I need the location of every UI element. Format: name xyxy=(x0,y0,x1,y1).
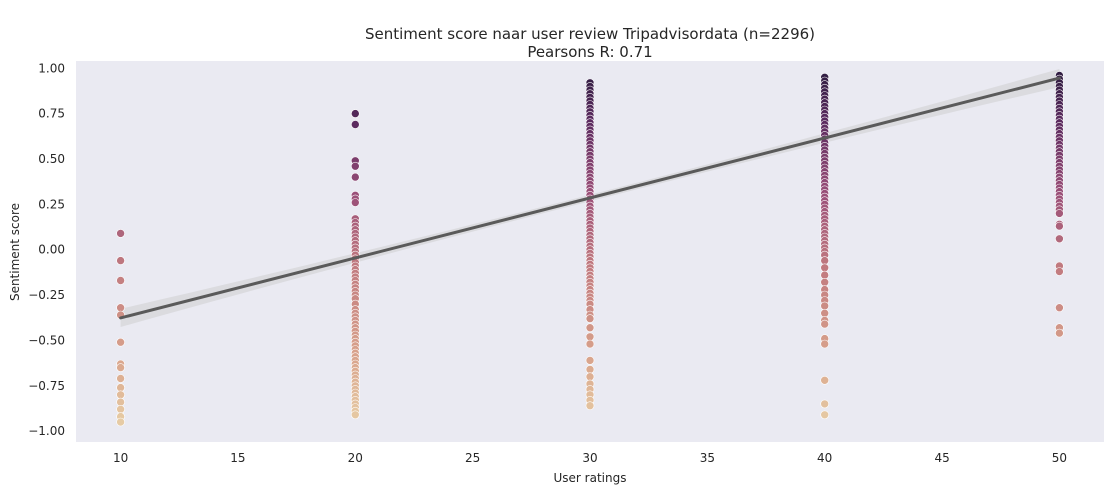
data-point xyxy=(116,404,125,414)
y-axis-ticks: 1.00 0.75 0.50 0.25 0.00 −0.25 −0.50 −0.75 −1.00 xyxy=(28,61,65,438)
data-point xyxy=(1055,221,1064,231)
data-point xyxy=(820,301,830,311)
data-point xyxy=(820,308,830,318)
x-tick-label: 50 xyxy=(1052,451,1067,465)
data-point xyxy=(116,303,125,313)
data-point xyxy=(116,374,125,383)
data-point xyxy=(820,263,830,273)
data-point xyxy=(1055,303,1064,313)
data-point xyxy=(116,397,125,407)
data-point xyxy=(116,417,125,427)
chart-title: Sentiment score naar user review Tripadv… xyxy=(365,25,815,43)
data-point xyxy=(350,172,360,182)
data-point xyxy=(585,401,595,411)
data-point xyxy=(350,109,360,118)
data-point xyxy=(116,363,125,372)
x-tick-label: 25 xyxy=(465,451,480,465)
x-tick-label: 30 xyxy=(582,451,597,465)
data-point xyxy=(585,314,595,323)
data-point xyxy=(585,365,595,374)
data-point xyxy=(820,410,830,420)
x-axis-label: User ratings xyxy=(554,471,627,485)
data-point xyxy=(350,198,360,207)
x-tick-label: 40 xyxy=(817,451,832,465)
scatter-points xyxy=(116,71,1064,427)
data-point xyxy=(585,339,595,349)
data-point xyxy=(116,256,125,265)
data-point xyxy=(820,375,830,385)
data-point xyxy=(1055,267,1064,276)
data-point xyxy=(820,319,830,329)
y-tick-label: −1.00 xyxy=(28,424,65,438)
y-tick-label: 0.00 xyxy=(38,243,65,257)
data-point xyxy=(820,399,830,409)
data-point xyxy=(350,410,360,420)
y-tick-label: −0.75 xyxy=(28,379,65,393)
data-point xyxy=(820,277,830,287)
x-axis-ticks: 10 15 20 25 30 35 40 45 50 xyxy=(113,451,1067,465)
data-point xyxy=(585,372,595,382)
chart-subtitle: Pearsons R: 0.71 xyxy=(527,43,652,61)
regression-line xyxy=(119,76,1061,320)
y-tick-label: 0.25 xyxy=(38,197,65,211)
y-axis-label: Sentiment score xyxy=(8,203,22,301)
y-tick-label: −0.25 xyxy=(28,288,65,302)
data-point xyxy=(116,383,125,392)
x-tick-label: 20 xyxy=(348,451,363,465)
x-tick-label: 35 xyxy=(700,451,715,465)
y-tick-label: 0.50 xyxy=(38,152,65,166)
data-point xyxy=(116,337,125,347)
y-tick-label: −0.50 xyxy=(28,333,65,347)
data-point xyxy=(585,332,595,342)
data-point xyxy=(116,229,125,238)
x-tick-label: 15 xyxy=(230,451,245,465)
data-point xyxy=(820,270,830,280)
data-point xyxy=(820,256,830,265)
data-point xyxy=(116,276,125,285)
data-point xyxy=(1055,209,1064,218)
data-point xyxy=(585,356,595,365)
x-tick-label: 45 xyxy=(934,451,949,465)
data-point xyxy=(820,339,830,349)
data-point xyxy=(350,120,360,129)
data-point xyxy=(350,161,360,171)
y-tick-label: 1.00 xyxy=(38,61,65,75)
data-point xyxy=(1055,328,1064,338)
y-tick-label: 0.75 xyxy=(38,107,65,121)
data-point xyxy=(585,323,595,333)
data-point xyxy=(1055,234,1064,244)
x-tick-label: 10 xyxy=(113,451,128,465)
data-point xyxy=(116,390,125,400)
